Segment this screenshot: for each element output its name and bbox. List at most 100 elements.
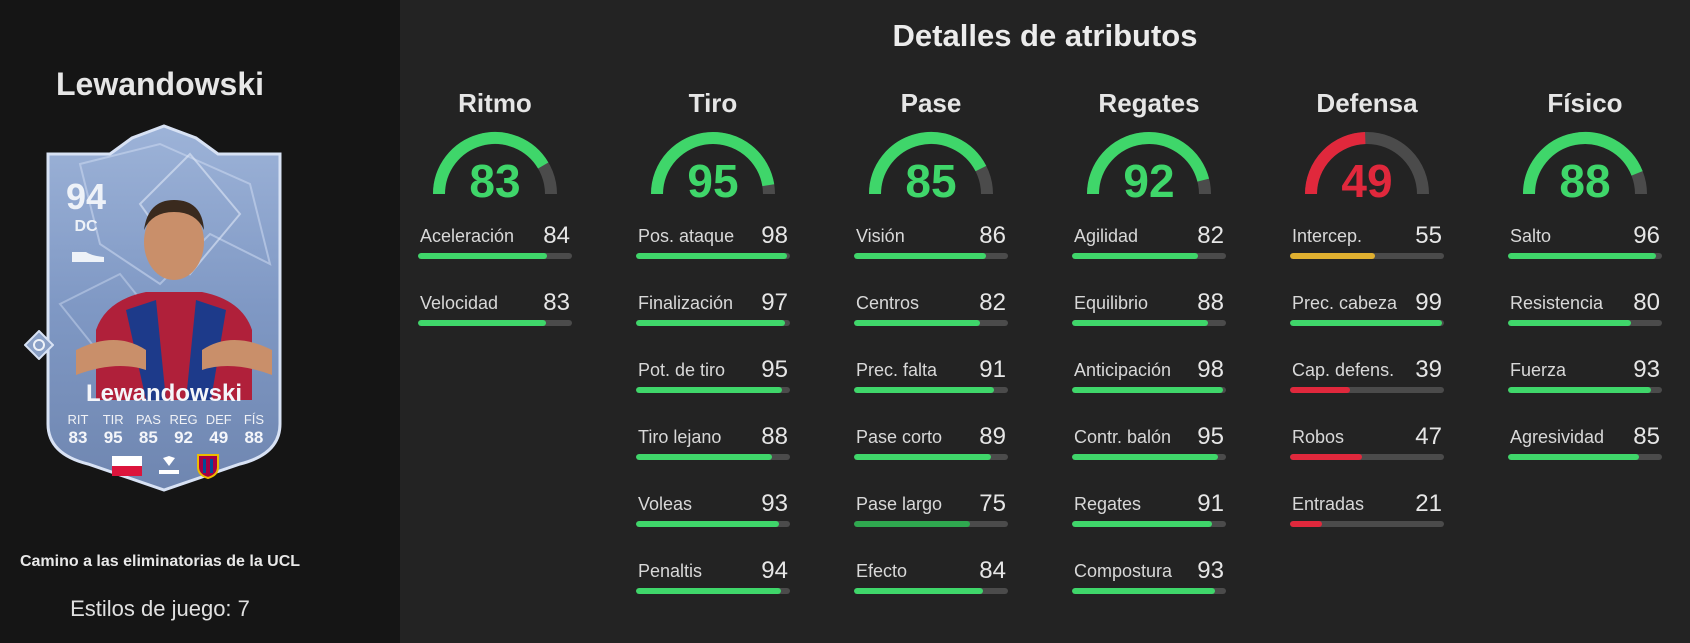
card-affiliations (112, 452, 220, 480)
attribute-bar-track (1072, 253, 1226, 259)
attribute-bar-fill (854, 588, 984, 594)
gauge-fill (1523, 132, 1643, 195)
laliga-logo-icon (159, 456, 179, 474)
attribute-row[interactable]: Tiro lejano 88 (636, 423, 790, 467)
attribute-bar-fill (636, 253, 787, 259)
attribute-row[interactable]: Prec. falta 91 (854, 356, 1008, 400)
attribute-name: Salto (1510, 226, 1552, 246)
attribute-value: 91 (1197, 490, 1224, 517)
attribute-name: Pot. de tiro (638, 360, 726, 380)
attribute-row[interactable]: Robos 47 (1290, 423, 1444, 467)
attribute-bar-track (1072, 320, 1226, 326)
attribute-value: 83 (543, 289, 570, 316)
category-value: 49 (1341, 155, 1393, 207)
attribute-row[interactable]: Visión 86 (854, 222, 1008, 266)
category-name: Físico (1547, 88, 1623, 118)
attribute-row[interactable]: Aceleración 84 (418, 222, 572, 266)
attribute-row[interactable]: Velocidad 83 (418, 289, 572, 333)
attribute-name: Agilidad (1074, 226, 1139, 246)
attribute-row[interactable]: Pot. de tiro 95 (636, 356, 790, 400)
attribute-bar-fill (1508, 320, 1632, 326)
attribute-row[interactable]: Pase corto 89 (854, 423, 1008, 467)
attribute-name: Voleas (638, 494, 693, 514)
attribute-bar-fill (418, 253, 548, 259)
gauge-arc (1087, 132, 1211, 195)
playstyles-count[interactable]: Estilos de juego: 7 (70, 596, 250, 621)
attribute-bar-track (854, 521, 1008, 527)
card-stat-label: TIR (102, 412, 124, 427)
evolution-badge-icon (24, 330, 54, 360)
attribute-bar-track (418, 253, 572, 259)
attribute-name: Centros (856, 293, 920, 313)
category-name: Ritmo (458, 88, 532, 118)
attribute-bar-fill (636, 521, 780, 527)
attribute-row[interactable]: Compostura 93 (1072, 557, 1226, 601)
attribute-row[interactable]: Resistencia 80 (1508, 289, 1662, 333)
attribute-name: Cap. defens. (1292, 360, 1395, 380)
attribute-bar-fill (1072, 521, 1213, 527)
attribute-value: 99 (1415, 289, 1442, 316)
player-card[interactable]: 94 DC Lewandowski RIT TIR PAS REG DEF FÍ… (24, 124, 288, 494)
attribute-bar-track (636, 320, 790, 326)
attribute-bar-track (854, 454, 1008, 460)
card-stat-value: 85 (138, 428, 158, 447)
attribute-bar-track (418, 320, 572, 326)
category-value: 92 (1123, 155, 1175, 207)
attribute-value: 80 (1633, 289, 1660, 316)
attribute-bar-fill (854, 387, 995, 393)
attribute-bar-track (1072, 588, 1226, 594)
attribute-row[interactable]: Penaltis 94 (636, 557, 790, 601)
attribute-row[interactable]: Agilidad 82 (1072, 222, 1226, 266)
attribute-value: 84 (543, 222, 570, 249)
attribute-row[interactable]: Regates 91 (1072, 490, 1226, 534)
category-name: Regates (1098, 88, 1200, 118)
attribute-bar-track (1508, 454, 1662, 460)
boot-icon (72, 252, 104, 262)
gauge-fill (433, 132, 549, 195)
category-value: 95 (687, 155, 739, 207)
attribute-value: 96 (1633, 222, 1660, 249)
category-value: 85 (905, 155, 957, 207)
attribute-row[interactable]: Fuerza 93 (1508, 356, 1662, 400)
attribute-bar-fill (1508, 387, 1652, 393)
attribute-row[interactable]: Entradas 21 (1290, 490, 1444, 534)
attribute-value: 21 (1415, 490, 1442, 517)
attribute-name: Pos. ataque (638, 226, 735, 246)
attribute-value: 98 (761, 222, 788, 249)
attribute-row[interactable]: Contr. balón 95 (1072, 423, 1226, 467)
category-value: 83 (469, 155, 521, 207)
attribute-bar-fill (1508, 253, 1656, 259)
attribute-name: Anticipación (1074, 360, 1172, 380)
attribute-row[interactable]: Efecto 84 (854, 557, 1008, 601)
attribute-row[interactable]: Equilibrio 88 (1072, 289, 1226, 333)
attribute-row[interactable]: Cap. defens. 39 (1290, 356, 1444, 400)
attribute-row[interactable]: Intercep. 55 (1290, 222, 1444, 266)
attribute-name: Tiro lejano (638, 427, 722, 447)
attribute-bar-fill (1290, 454, 1363, 460)
attribute-row[interactable]: Voleas 93 (636, 490, 790, 534)
card-rating: 94 (65, 176, 107, 217)
attribute-value: 82 (979, 289, 1006, 316)
attribute-bar-fill (1290, 387, 1351, 393)
player-photo (76, 200, 272, 400)
attribute-row[interactable]: Salto 96 (1508, 222, 1662, 266)
attribute-row[interactable]: Prec. cabeza 99 (1290, 289, 1444, 333)
attribute-row[interactable]: Agresividad 85 (1508, 423, 1662, 467)
attribute-row[interactable]: Finalización 97 (636, 289, 790, 333)
attribute-row[interactable]: Pos. ataque 98 (636, 222, 790, 266)
attribute-value: 93 (761, 490, 788, 517)
player-name: Lewandowski (55, 66, 265, 102)
gauge-fill (651, 132, 775, 195)
attribute-value: 82 (1197, 222, 1224, 249)
attribute-row[interactable]: Pase largo 75 (854, 490, 1008, 534)
attribute-value: 86 (979, 222, 1006, 249)
attribute-row[interactable]: Anticipación 98 (1072, 356, 1226, 400)
attribute-value: 85 (1633, 423, 1660, 450)
gauge-arc (433, 132, 557, 195)
attribute-bar-track (1508, 320, 1662, 326)
attribute-row[interactable]: Centros 82 (854, 289, 1008, 333)
attribute-name: Contr. balón (1074, 427, 1172, 447)
gauge-arc (1523, 132, 1647, 195)
attribute-name: Entradas (1292, 494, 1365, 514)
category-tiro: Tiro 95 Pos. ataque 98 Finalización 97 Pot. de… (636, 86, 790, 594)
